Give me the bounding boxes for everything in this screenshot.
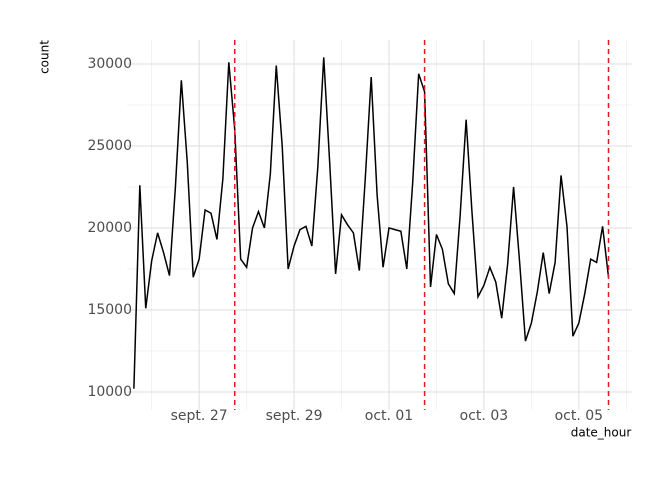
x-tick-label: oct. 03 [460,408,508,424]
x-tick-label: oct. 01 [365,408,413,424]
line-series [133,57,610,389]
y-tick-label: 15000 [87,302,132,318]
x-tick-label: sept. 29 [266,408,323,424]
x-axis-title: date_hour [571,426,632,440]
x-tick-label: sept. 27 [171,408,228,424]
y-tick-label: 10000 [87,384,132,400]
x-tick-label: oct. 05 [555,408,603,424]
y-tick-label: 25000 [87,138,132,154]
y-axis-title: count [38,40,52,74]
y-tick-label: 20000 [87,220,132,236]
y-tick-label: 30000 [87,56,132,72]
